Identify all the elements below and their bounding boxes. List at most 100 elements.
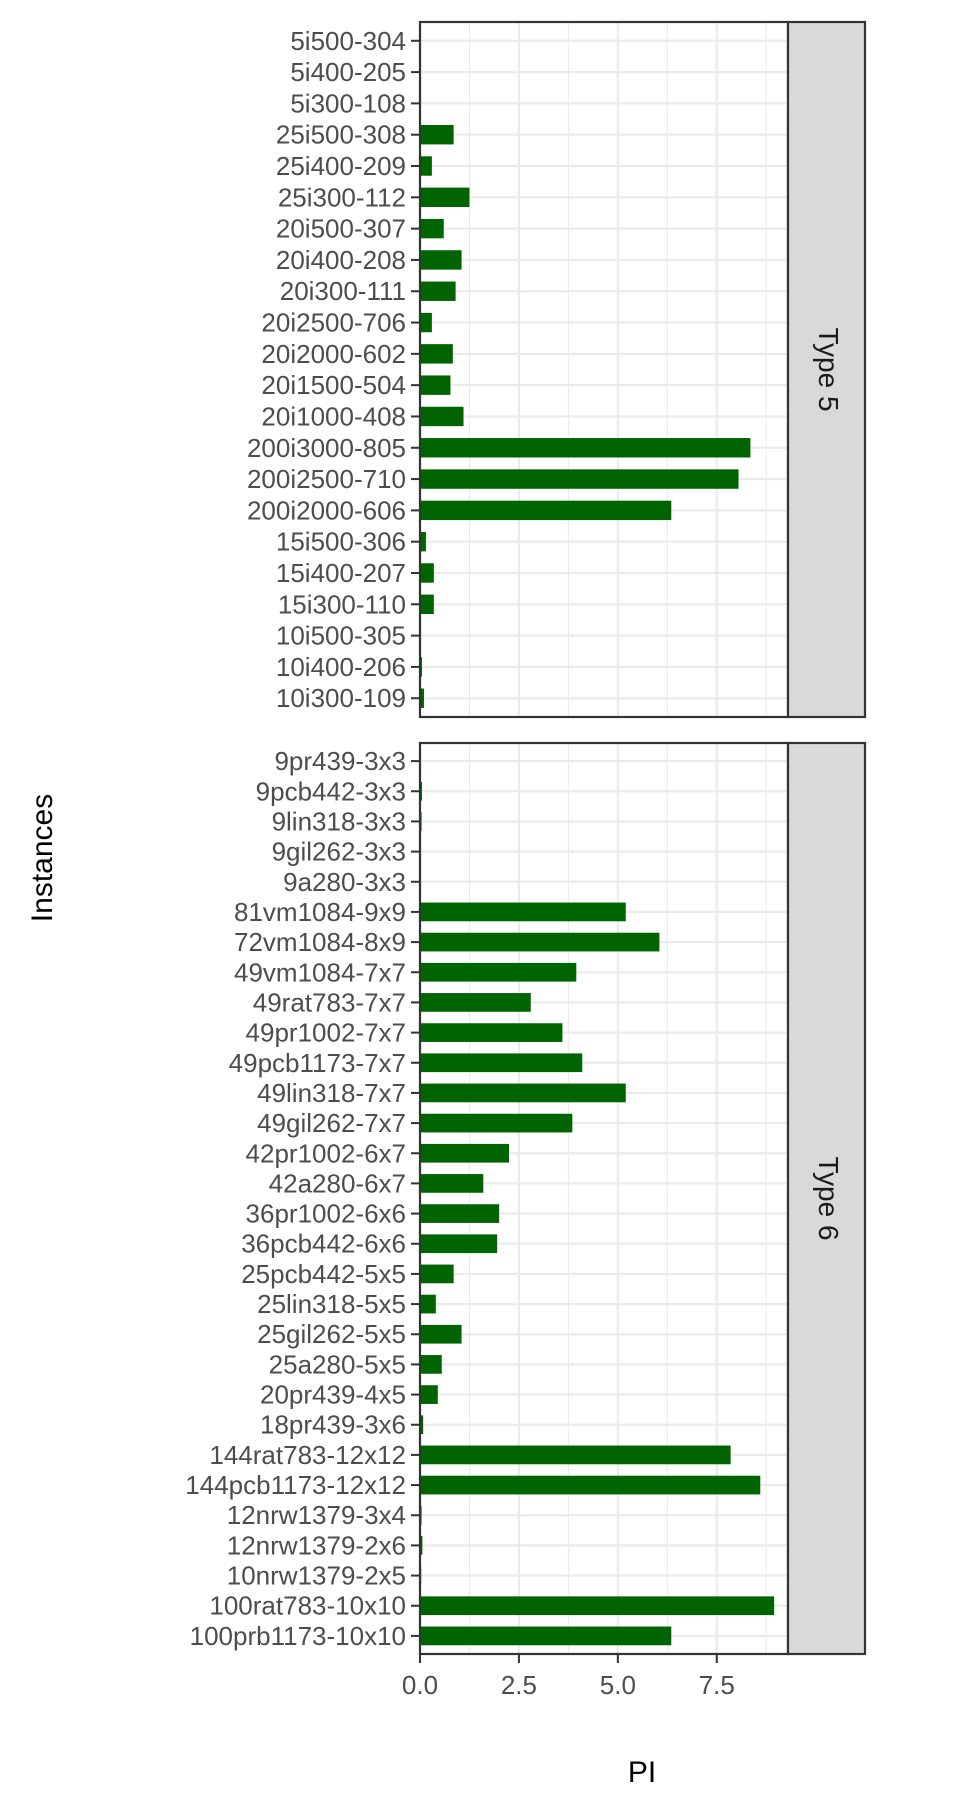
bar <box>420 1053 583 1073</box>
y-tick-label: 15i400-207 <box>276 558 406 588</box>
y-tick-label: 9pr439-3x3 <box>274 746 406 776</box>
y-tick-label: 9a280-3x3 <box>283 867 406 897</box>
y-tick-label: 100prb1173-10x10 <box>190 1621 406 1651</box>
y-tick-label: 200i2500-710 <box>247 464 406 494</box>
bar <box>420 1596 775 1616</box>
bar <box>420 469 739 489</box>
facet-strip-label: Type 6 <box>813 1156 844 1240</box>
bar <box>420 438 751 458</box>
y-tick-label: 25a280-5x5 <box>269 1349 406 1379</box>
y-tick-label: 200i2000-606 <box>247 495 406 525</box>
y-tick-label: 5i300-108 <box>290 88 406 118</box>
y-tick-label: 9lin318-3x3 <box>272 806 406 836</box>
y-tick-label: 49lin318-7x7 <box>257 1078 406 1108</box>
y-tick-label: 25pcb442-5x5 <box>241 1259 406 1289</box>
y-tick-label: 15i500-306 <box>276 527 406 557</box>
y-tick-label: 20i1000-408 <box>261 401 406 431</box>
bar <box>420 375 451 395</box>
bar <box>420 250 462 270</box>
y-tick-label: 100rat783-10x10 <box>209 1591 406 1621</box>
y-tick-label: 144rat783-12x12 <box>209 1440 406 1470</box>
x-tick-label: 2.5 <box>501 1670 537 1700</box>
y-tick-label: 5i500-304 <box>290 26 406 56</box>
y-tick-label: 9gil262-3x3 <box>272 837 406 867</box>
bar <box>420 1626 672 1646</box>
y-tick-label: 20i1500-504 <box>261 370 406 400</box>
y-tick-label: 20pr439-4x5 <box>260 1380 406 1410</box>
x-tick-label: 0.0 <box>402 1670 438 1700</box>
y-tick-label: 25i400-209 <box>276 151 406 181</box>
bar <box>420 344 453 364</box>
bar <box>420 932 660 952</box>
facet-panel: 9pr439-3x39pcb442-3x39lin318-3x39gil262-… <box>185 741 867 1656</box>
x-tick-label: 5.0 <box>600 1670 636 1700</box>
y-tick-label: 72vm1084-8x9 <box>234 927 406 957</box>
y-tick-label: 20i500-307 <box>276 214 406 244</box>
bar <box>420 1415 424 1435</box>
bar <box>420 1264 454 1284</box>
bar <box>420 993 531 1012</box>
y-tick-label: 10i400-206 <box>276 652 406 682</box>
y-tick-label: 49rat783-7x7 <box>253 987 406 1017</box>
y-tick-label: 25gil262-5x5 <box>257 1319 406 1349</box>
facet-strip-label: Type 5 <box>813 327 844 411</box>
bar <box>420 1113 573 1133</box>
y-tick-label: 10nrw1379-2x5 <box>227 1561 406 1591</box>
bar <box>420 1355 442 1374</box>
y-tick-label: 81vm1084-9x9 <box>234 897 406 927</box>
bar <box>420 218 444 239</box>
bar <box>420 281 456 301</box>
facet-strip <box>786 20 867 719</box>
bar <box>420 962 577 982</box>
y-tick-label: 20i2000-602 <box>261 339 406 369</box>
bar <box>420 902 626 922</box>
y-tick-label: 9pcb442-3x3 <box>256 776 406 806</box>
bar <box>420 1536 423 1555</box>
facet-panel: 5i500-3045i400-2055i300-10825i500-30825i… <box>247 20 867 719</box>
bar <box>420 1475 761 1495</box>
y-tick-label: 12nrw1379-2x6 <box>227 1530 406 1560</box>
y-tick-label: 20i400-208 <box>276 245 406 275</box>
bar <box>420 1234 498 1254</box>
bar <box>420 1294 436 1314</box>
bar <box>420 688 424 708</box>
bar <box>420 531 426 552</box>
bar <box>420 1023 563 1042</box>
bar <box>420 187 470 208</box>
bar <box>420 1083 626 1103</box>
y-tick-label: 49gil262-7x7 <box>257 1108 406 1138</box>
bar <box>420 1445 731 1465</box>
y-tick-label: 49pr1002-7x7 <box>246 1018 406 1048</box>
bar <box>420 563 434 583</box>
y-axis-title: Instances <box>26 794 59 922</box>
y-tick-label: 5i400-205 <box>290 57 406 87</box>
y-tick-label: 25lin318-5x5 <box>257 1289 406 1319</box>
y-tick-label: 18pr439-3x6 <box>260 1410 406 1440</box>
bar <box>420 406 464 427</box>
y-tick-label: 49pcb1173-7x7 <box>229 1048 406 1078</box>
y-tick-label: 20i2500-706 <box>261 308 406 338</box>
x-axis-title: PI <box>628 1756 656 1789</box>
y-tick-label: 200i3000-805 <box>247 433 406 463</box>
bar <box>420 594 434 615</box>
bar <box>420 500 672 521</box>
y-tick-label: 36pr1002-6x6 <box>246 1199 406 1229</box>
facet-strip <box>786 741 867 1656</box>
x-tick-label: 7.5 <box>699 1670 735 1700</box>
y-tick-label: 20i300-111 <box>280 276 406 306</box>
y-tick-label: 36pcb442-6x6 <box>241 1229 406 1259</box>
bar <box>420 124 454 145</box>
panel-background <box>420 743 788 1654</box>
bar <box>420 1204 500 1223</box>
bar <box>420 156 432 176</box>
y-tick-label: 10i500-305 <box>276 621 406 651</box>
y-tick-label: 42a280-6x7 <box>269 1168 406 1198</box>
bar <box>420 1174 484 1193</box>
bar <box>420 1143 510 1163</box>
bar <box>420 1385 438 1404</box>
y-tick-label: 12nrw1379-3x4 <box>227 1500 406 1530</box>
y-tick-label: 25i300-112 <box>278 182 406 212</box>
panel-background <box>420 22 788 717</box>
y-tick-label: 49vm1084-7x7 <box>234 957 406 987</box>
